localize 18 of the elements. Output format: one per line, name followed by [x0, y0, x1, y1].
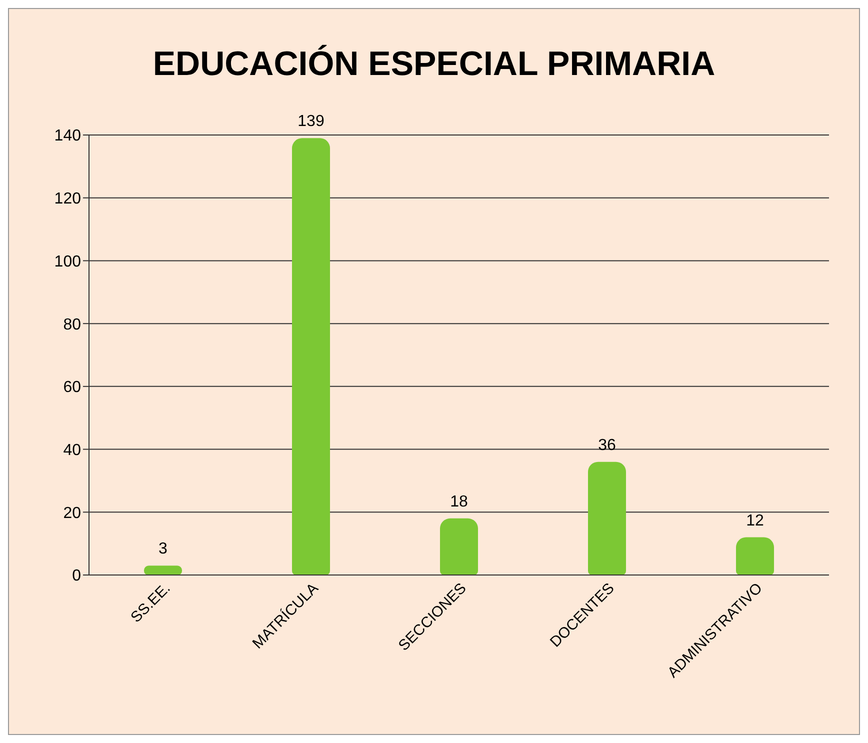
y-tick-label: 120 [54, 190, 82, 208]
y-tick-label: 60 [63, 379, 82, 396]
data-label: 12 [746, 512, 764, 530]
data-label: 3 [158, 540, 168, 558]
y-tick-label: 0 [72, 568, 82, 585]
bar [588, 462, 626, 575]
bar [292, 138, 330, 575]
y-tick-label: 40 [63, 442, 82, 459]
data-label: 139 [298, 113, 324, 130]
y-tick-label: 100 [54, 253, 82, 270]
bar [144, 566, 182, 575]
chart-title: EDUCACIÓN ESPECIAL PRIMARIA [152, 44, 716, 85]
bar [736, 537, 774, 575]
y-tick-label: 80 [63, 316, 82, 334]
y-tick-label: 20 [63, 504, 82, 522]
data-label: 18 [450, 493, 468, 510]
y-tick-label: 140 [54, 128, 82, 145]
bar [440, 518, 478, 575]
